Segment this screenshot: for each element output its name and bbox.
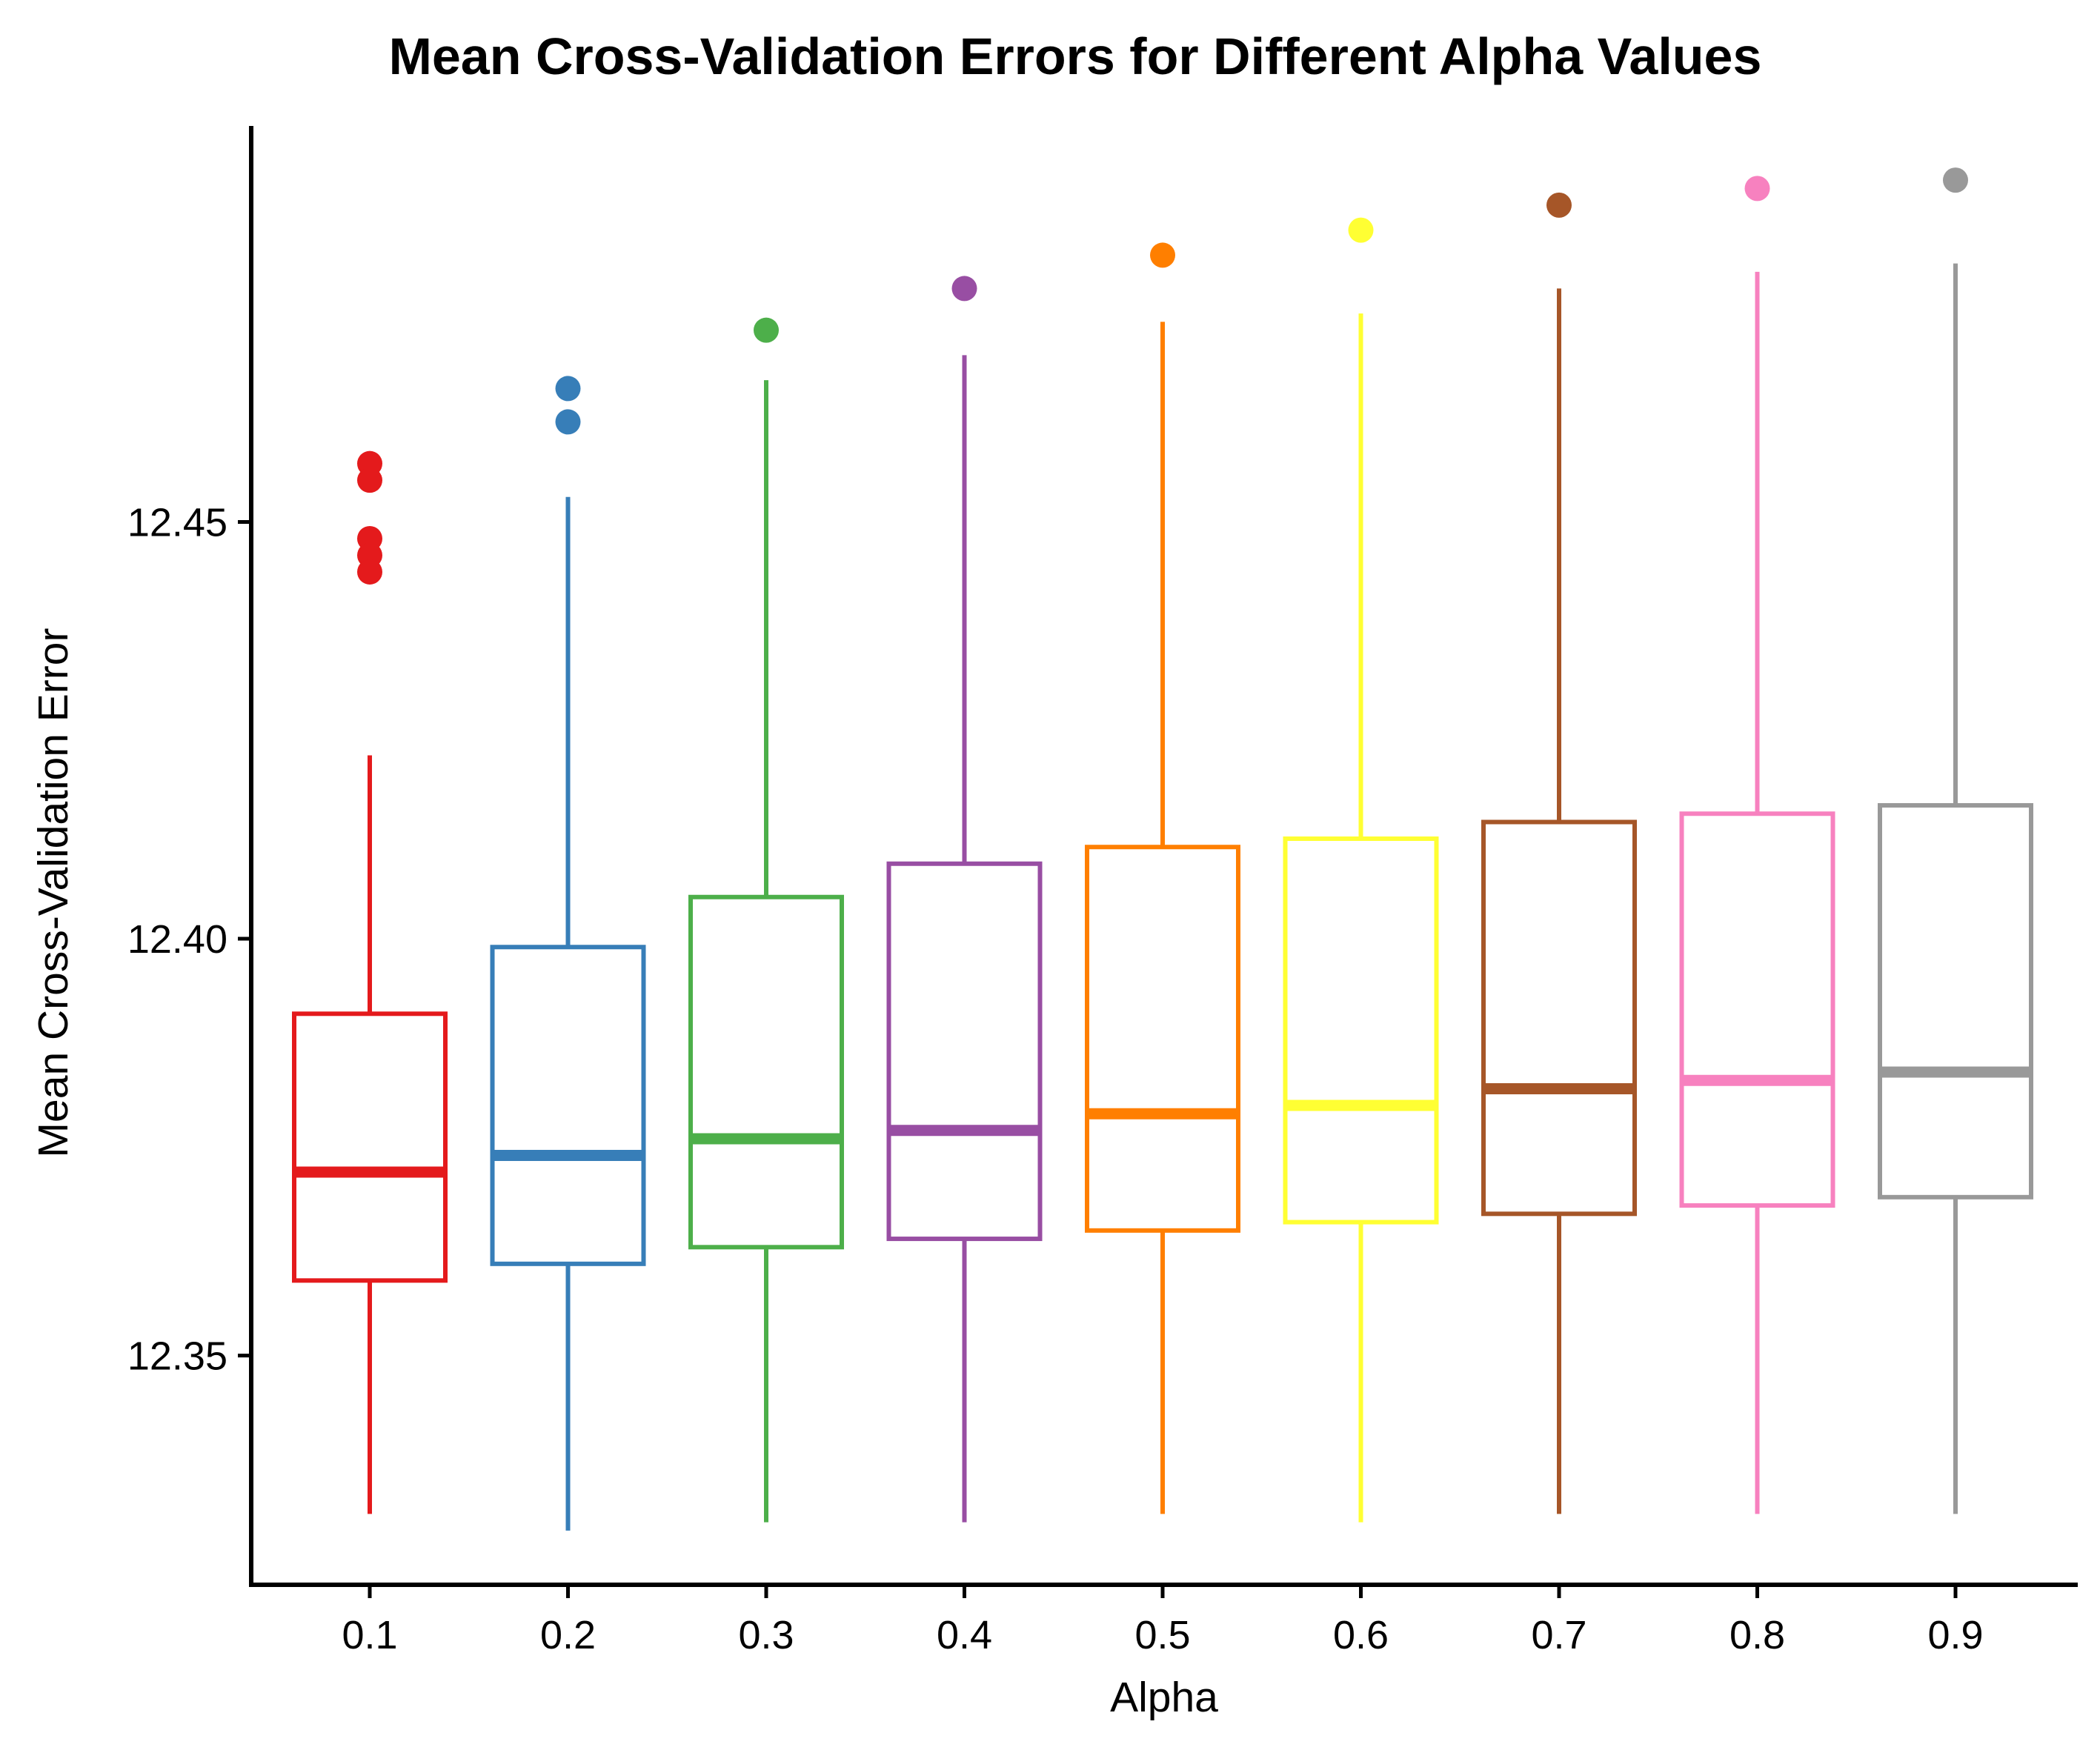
x-tick-label: 0.7 bbox=[1531, 1613, 1586, 1657]
x-tick-label: 0.1 bbox=[342, 1613, 397, 1657]
box bbox=[1679, 811, 1835, 1208]
box-group-0.4 bbox=[886, 276, 1043, 1523]
y-tick-label: 12.45 bbox=[127, 500, 227, 545]
outlier-point bbox=[1943, 167, 1968, 193]
chart-title: Mean Cross-Validation Errors for Differe… bbox=[389, 27, 1762, 85]
box bbox=[1878, 802, 2033, 1200]
outlier-point bbox=[1348, 217, 1374, 243]
x-tick-label: 0.3 bbox=[738, 1613, 794, 1657]
outlier-point bbox=[357, 468, 382, 493]
x-axis-ticks: 0.1 0.2 0.3 0.4 0.5 0.6 0.7 0.8 0.9 bbox=[342, 1585, 1984, 1657]
box bbox=[1481, 819, 1637, 1217]
x-tick-label: 0.6 bbox=[1333, 1613, 1389, 1657]
box-group-0.1 bbox=[292, 450, 448, 1514]
box-group-0.6 bbox=[1283, 217, 1439, 1523]
x-tick-label: 0.4 bbox=[937, 1613, 992, 1657]
box-group-0.3 bbox=[688, 317, 844, 1523]
box bbox=[490, 945, 646, 1266]
box bbox=[1283, 836, 1439, 1225]
outlier-point bbox=[754, 317, 779, 343]
box-group-0.5 bbox=[1085, 242, 1240, 1514]
plot-area bbox=[292, 167, 2033, 1531]
y-axis-ticks: 12.35 12.40 12.45 bbox=[127, 500, 251, 1379]
outlier-point bbox=[1546, 192, 1572, 218]
box bbox=[886, 861, 1043, 1242]
outlier-point bbox=[357, 559, 382, 585]
x-tick-label: 0.9 bbox=[1927, 1613, 1983, 1657]
outlier-point bbox=[1150, 242, 1175, 268]
box bbox=[1085, 845, 1240, 1233]
y-tick-label: 12.40 bbox=[127, 917, 227, 962]
outlier-point bbox=[555, 409, 581, 435]
outlier-point bbox=[1744, 176, 1770, 202]
box-group-0.7 bbox=[1481, 192, 1637, 1514]
box bbox=[292, 1011, 448, 1283]
x-tick-label: 0.8 bbox=[1729, 1613, 1785, 1657]
y-tick-label: 12.35 bbox=[127, 1334, 227, 1379]
x-tick-label: 0.2 bbox=[540, 1613, 596, 1657]
x-axis-label: Alpha bbox=[1110, 1674, 1218, 1721]
outlier-point bbox=[951, 276, 977, 302]
box-group-0.9 bbox=[1878, 167, 2033, 1514]
box-group-0.2 bbox=[490, 376, 646, 1531]
box-group-0.8 bbox=[1679, 176, 1835, 1514]
box bbox=[688, 894, 844, 1250]
y-axis-label: Mean Cross-Validation Error bbox=[30, 628, 77, 1158]
outlier-point bbox=[555, 376, 581, 402]
x-tick-label: 0.5 bbox=[1134, 1613, 1190, 1657]
